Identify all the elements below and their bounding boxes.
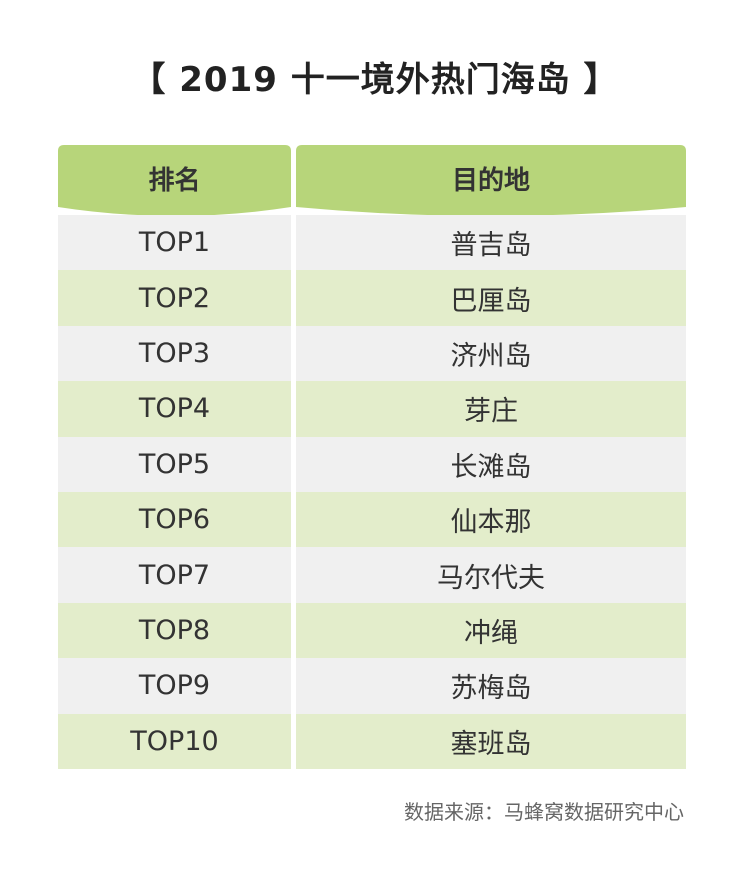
destination-cell: 仙本那 [296, 491, 686, 548]
table-row: TOP2 巴厘岛 [58, 270, 686, 326]
destination-cell: 长滩岛 [296, 436, 686, 492]
header-rank-shape [58, 145, 291, 216]
destination-cell: 冲绳 [296, 602, 686, 659]
rank-cell: TOP7 [58, 547, 291, 603]
rank-cell: TOP8 [58, 602, 291, 659]
destination-cell: 苏梅岛 [296, 658, 686, 714]
destination-cell: 芽庄 [296, 381, 686, 437]
rank-cell: TOP1 [58, 215, 291, 271]
header-rank: 排名 [148, 165, 201, 196]
destination-cell: 马尔代夫 [296, 547, 686, 603]
rank-cell: TOP3 [58, 325, 291, 382]
header-background [58, 145, 686, 216]
header-destination: 目的地 [451, 165, 530, 196]
rank-cell: TOP10 [58, 713, 291, 769]
destination-cell: 巴厘岛 [296, 270, 686, 326]
table-header: 排名 目的地 [58, 145, 686, 223]
rank-cell: TOP4 [58, 381, 291, 437]
rank-cell: TOP5 [58, 436, 291, 492]
destination-cell: 塞班岛 [296, 713, 686, 769]
rank-cell: TOP6 [58, 491, 291, 548]
header-destination-shape [296, 145, 686, 216]
table-row: TOP5 长滩岛 [58, 436, 686, 492]
table-row: TOP3 济州岛 [58, 325, 686, 382]
page-title: 【 2019 十一境外热门海岛 】 [131, 60, 619, 100]
rank-cell: TOP2 [58, 270, 291, 326]
table-row: TOP6 仙本那 [58, 491, 686, 548]
destination-cell: 济州岛 [296, 325, 686, 382]
rank-cell: TOP9 [58, 658, 291, 714]
table-row: TOP8 冲绳 [58, 602, 686, 659]
table-row: TOP4 芽庄 [58, 381, 686, 437]
table-row: TOP9 苏梅岛 [58, 658, 686, 714]
destination-cell: 普吉岛 [296, 215, 686, 271]
ranking-table: 排名 目的地 TOP1 普吉岛 TOP2 巴厘岛 TOP3 济州岛 TOP4 芽… [58, 145, 686, 769]
data-source: 数据来源：马蜂窝数据研究中心 [404, 800, 684, 824]
table-row: TOP7 马尔代夫 [58, 547, 686, 603]
table-row: TOP10 塞班岛 [58, 713, 686, 769]
table-row: TOP1 普吉岛 [58, 215, 686, 271]
table-body: TOP1 普吉岛 TOP2 巴厘岛 TOP3 济州岛 TOP4 芽庄 TOP5 … [58, 215, 686, 769]
